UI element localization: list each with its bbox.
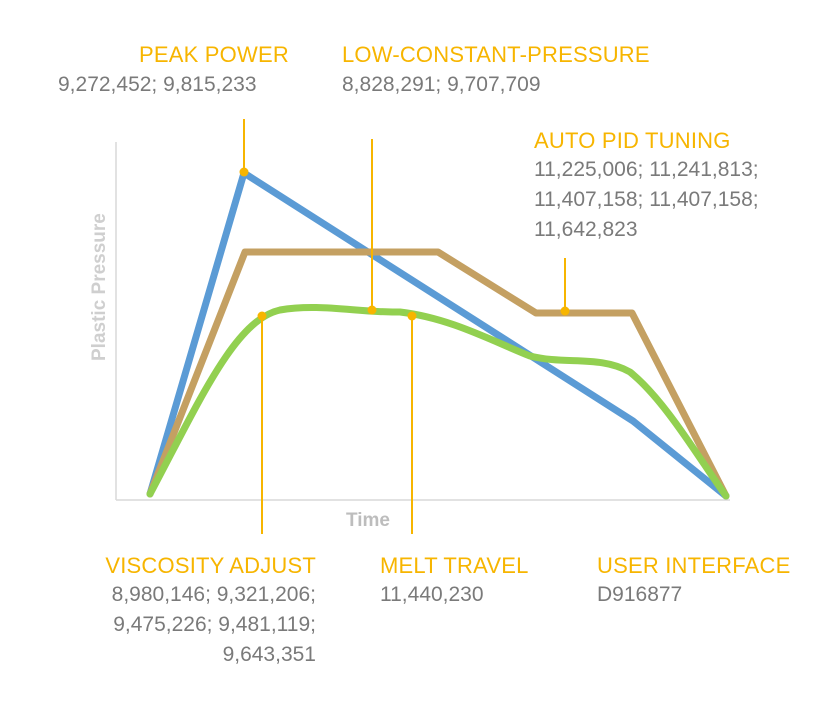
viscosity-adjust-patents: 8,980,146; 9,321,206; 9,475,226; 9,481,1… (112, 580, 316, 670)
adaptive-curve (146, 304, 730, 500)
user-interface-patents: D916877 (597, 580, 682, 610)
user-interface-title: USER INTERFACE (597, 553, 791, 578)
auto-pid-tuning-title: AUTO PID TUNING (534, 128, 731, 153)
viscosity-adjust-line: 9,643,351 (222, 643, 316, 666)
peak-power-curve (146, 169, 730, 500)
x-axis-label: Time (346, 510, 391, 531)
peak-power-patents: 9,272,452; 9,815,233 (58, 70, 257, 100)
auto-pid-tuning-line: 11,225,006; 11,241,813; (534, 158, 759, 181)
low-constant-pressure-title: LOW-CONSTANT-PRESSURE (342, 42, 650, 67)
user-interface-line: D916877 (597, 583, 683, 606)
auto-pid-tuning-line: 11,407,158; 11,407,158; (534, 188, 759, 211)
peak-power-dot (239, 167, 249, 177)
auto-pid-tuning-dot (560, 306, 570, 316)
peak-power-line: 9,272,452; 9,815,233 (58, 73, 257, 96)
melt-travel-line: 11,440,230 (380, 583, 484, 606)
melt-travel-patents: 11,440,230 (380, 580, 484, 610)
auto-pid-tuning-line: 11,642,823 (534, 218, 638, 241)
viscosity-adjust-title: VISCOSITY ADJUST (105, 553, 316, 578)
peak-power-title: PEAK POWER (139, 42, 289, 67)
viscosity-adjust-line: 8,980,146; 9,321,206; (111, 583, 316, 606)
constant-pressure-curve (146, 248, 730, 500)
melt-travel-dot (407, 311, 417, 321)
viscosity-adjust-dot (257, 311, 267, 321)
viscosity-adjust-line: 9,475,226; 9,481,119; (113, 613, 316, 636)
auto-pid-tuning-patents: 11,225,006; 11,241,813; 11,407,158; 11,4… (534, 155, 759, 245)
low-constant-pressure-line: 8,828,291; 9,707,709 (342, 73, 541, 96)
y-axis-label: Plastic Pressure (89, 213, 110, 361)
melt-travel-title: MELT TRAVEL (380, 553, 529, 578)
low-constant-pressure-dot (367, 305, 377, 315)
low-constant-pressure-patents: 8,828,291; 9,707,709 (342, 70, 541, 100)
